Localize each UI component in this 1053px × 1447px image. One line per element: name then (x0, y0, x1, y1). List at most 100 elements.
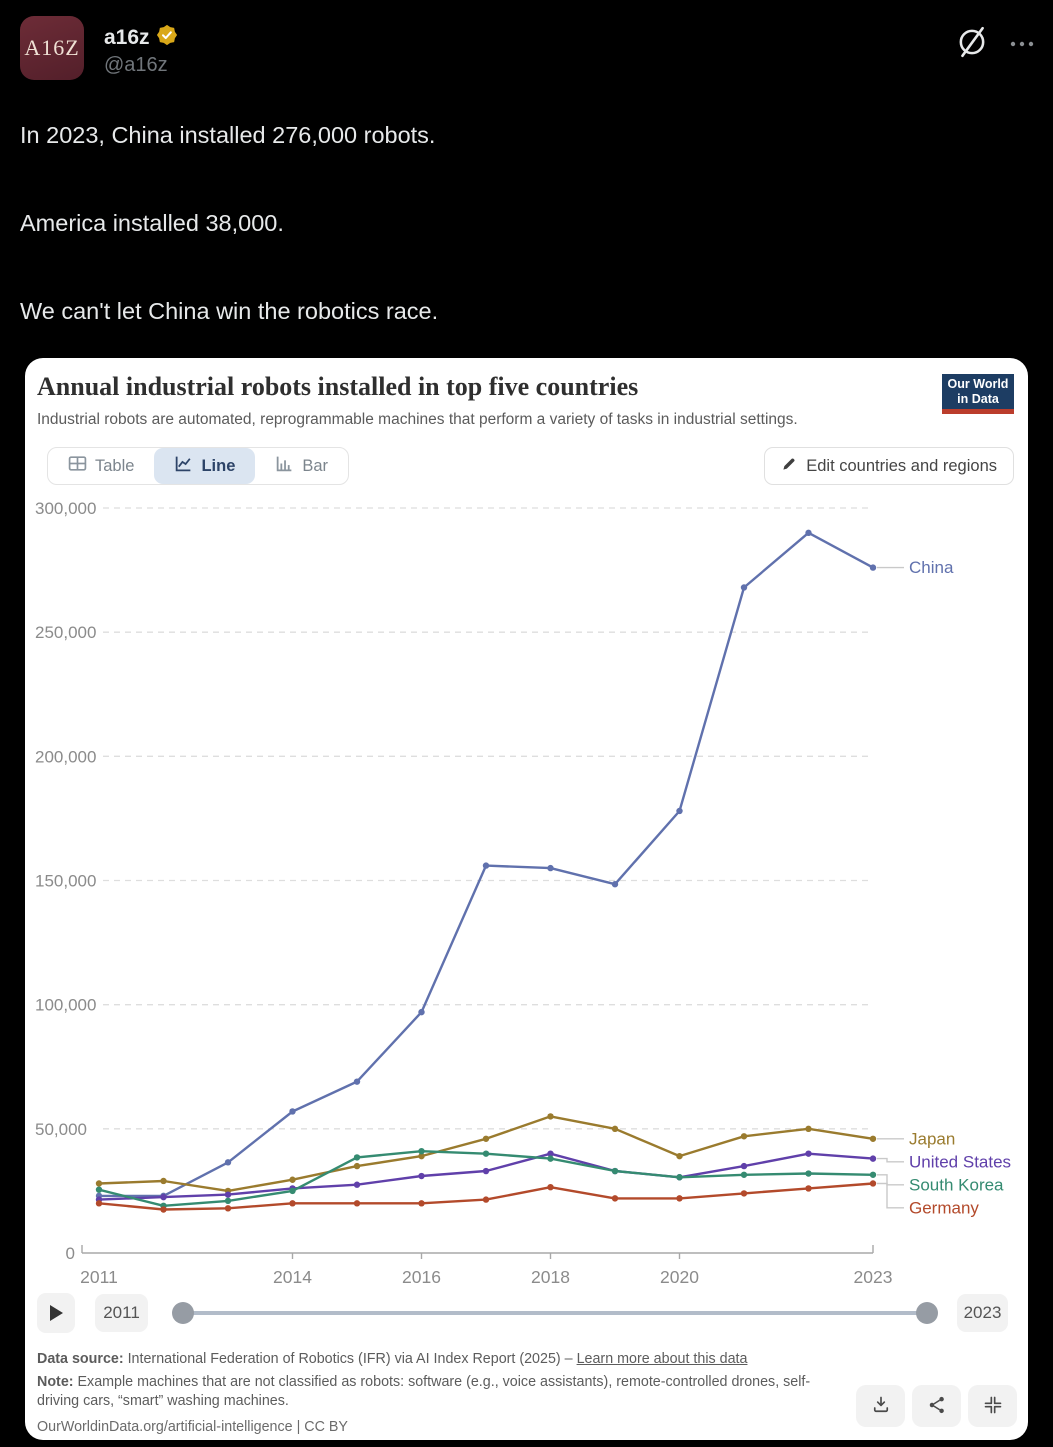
data-point (160, 1193, 167, 1201)
data-source-line: Data source: International Federation of… (37, 1350, 877, 1370)
data-point (224, 1159, 232, 1166)
data-point (869, 1135, 877, 1142)
data-point (224, 1197, 232, 1205)
data-point (740, 584, 748, 591)
user-handle[interactable]: @a16z (104, 54, 168, 76)
data-point (805, 529, 812, 537)
view-tab-group: Table Line Bar (47, 447, 350, 485)
data-point (676, 807, 683, 815)
data-point (869, 1155, 877, 1162)
legend-label-japan[interactable]: Japan (909, 1129, 955, 1148)
grok-icon[interactable] (955, 24, 989, 65)
tab-table-label: Table (95, 456, 135, 475)
data-point (611, 1167, 619, 1175)
data-point (224, 1205, 232, 1212)
line-chart-icon (174, 454, 193, 478)
chart-title: Annual industrial robots installed in to… (37, 372, 639, 401)
data-point (676, 1174, 683, 1181)
y-axis-tick-label: 300,000 (35, 499, 96, 518)
data-point (482, 1150, 490, 1157)
timeline-slider[interactable] (172, 1293, 938, 1333)
display-name[interactable]: a16z (104, 25, 150, 49)
data-point (805, 1125, 812, 1133)
verified-gold-badge-icon (156, 24, 178, 51)
data-point (353, 1154, 361, 1161)
note-line: Note: Example machines that are not clas… (37, 1373, 837, 1412)
tweet-line: We can't let China win the robotics race… (20, 298, 439, 324)
avatar-label: A16Z (24, 35, 80, 60)
note-text: Example machines that are not classified… (37, 1373, 811, 1410)
data-point (869, 564, 877, 571)
data-point (418, 1200, 425, 1207)
data-point (418, 1008, 425, 1016)
data-point (805, 1185, 812, 1192)
legend-connector (877, 1157, 904, 1163)
y-axis-tick-label: 0 (66, 1244, 75, 1263)
y-axis-tick-label: 250,000 (35, 623, 96, 642)
tweet-line: America installed 38,000. (20, 210, 284, 236)
chart-footer: Data source: International Federation of… (37, 1350, 877, 1438)
x-axis-tick-label: 2014 (273, 1267, 312, 1287)
slider-handle-start[interactable] (172, 1302, 194, 1324)
data-point (805, 1150, 812, 1157)
timeline-controls: 2011 2023 (25, 1293, 1028, 1335)
data-point (869, 1180, 877, 1187)
data-point (611, 881, 619, 888)
tab-bar-label: Bar (302, 456, 329, 475)
data-point (160, 1177, 167, 1185)
play-button[interactable] (37, 1293, 75, 1333)
data-point (805, 1170, 812, 1177)
data-point (547, 1155, 554, 1162)
tweet-line: In 2023, China installed 276,000 robots. (20, 122, 436, 148)
legend-connector (877, 1182, 904, 1209)
tab-line[interactable]: Line (154, 448, 256, 484)
data-source-text: International Federation of Robotics (IF… (123, 1351, 577, 1367)
download-button[interactable] (856, 1385, 905, 1427)
y-axis-tick-label: 50,000 (35, 1120, 87, 1139)
plot-area: 50,000 100,000 150,000 200,000 250,000 300,00… (25, 498, 1028, 1298)
pencil-icon (781, 456, 797, 477)
owid-logo[interactable]: Our World in Data (942, 374, 1014, 414)
legend-label-germany[interactable]: Germany (909, 1198, 979, 1217)
learn-more-link[interactable]: Learn more about this data (576, 1351, 748, 1367)
data-point (547, 1113, 554, 1120)
data-source-label: Data source: (37, 1351, 124, 1367)
y-axis-tick-label: 150,000 (35, 872, 96, 891)
data-point (353, 1200, 361, 1207)
x-axis-tick-label: 2011 (80, 1267, 118, 1287)
cc-line: OurWorldinData.org/artificial-intelligen… (37, 1419, 348, 1436)
edit-countries-label: Edit countries and regions (806, 456, 997, 475)
data-point (353, 1162, 361, 1170)
data-point (95, 1180, 103, 1187)
avatar[interactable]: A16Z (20, 16, 84, 80)
more-menu-icon[interactable] (1009, 36, 1035, 54)
owid-logo-line2: in Data (957, 391, 999, 406)
data-point (353, 1181, 361, 1188)
data-point (611, 1195, 619, 1202)
tab-bar[interactable]: Bar (255, 448, 348, 484)
data-point (740, 1162, 748, 1170)
owid-chart-card: Annual industrial robots installed in to… (25, 358, 1028, 1440)
legend-connector (877, 1174, 904, 1186)
data-point (869, 1171, 877, 1178)
data-point (611, 1125, 619, 1133)
edit-countries-button[interactable]: Edit countries and regions (764, 447, 1014, 485)
data-point (482, 1196, 490, 1203)
x-axis-tick-label: 2018 (531, 1267, 570, 1287)
tab-table[interactable]: Table (48, 448, 154, 484)
fullscreen-icon (983, 1395, 1003, 1418)
x-axis-tick-label: 2020 (660, 1267, 699, 1287)
legend-label-united-states[interactable]: United States (909, 1152, 1011, 1171)
data-point (547, 1150, 554, 1157)
data-point (740, 1190, 748, 1197)
slider-range (183, 1311, 927, 1315)
share-button[interactable] (912, 1385, 961, 1427)
legend-label-south-korea[interactable]: South Korea (909, 1175, 1004, 1194)
slider-handle-end[interactable] (916, 1302, 938, 1324)
timeline-end-year[interactable]: 2023 (957, 1294, 1008, 1332)
timeline-start-year[interactable]: 2011 (95, 1294, 148, 1332)
legend-label-china[interactable]: China (909, 558, 954, 577)
fullscreen-button[interactable] (968, 1385, 1017, 1427)
data-point (289, 1187, 296, 1195)
data-point (676, 1195, 683, 1202)
